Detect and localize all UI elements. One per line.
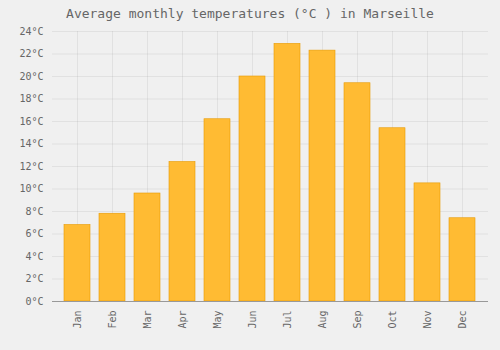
svg-text:22°C: 22°C [19,48,43,59]
svg-text:May: May [212,311,223,329]
svg-text:Jan: Jan [72,311,83,329]
svg-text:Dec: Dec [457,311,468,329]
svg-text:Aug: Aug [317,311,328,329]
svg-text:Nov: Nov [422,311,433,329]
svg-text:6°C: 6°C [25,228,43,239]
svg-text:0°C: 0°C [25,296,43,307]
svg-text:18°C: 18°C [19,93,43,104]
svg-text:2°C: 2°C [25,273,43,284]
svg-text:14°C: 14°C [19,138,43,149]
svg-text:Sep: Sep [352,311,363,329]
svg-text:Jul: Jul [282,311,293,329]
svg-text:8°C: 8°C [25,206,43,217]
svg-text:24°C: 24°C [19,26,43,37]
svg-text:16°C: 16°C [19,116,43,127]
svg-text:Apr: Apr [177,311,188,329]
svg-text:20°C: 20°C [19,71,43,82]
svg-text:Jun: Jun [247,311,258,329]
svg-text:12°C: 12°C [19,161,43,172]
svg-text:Mar: Mar [142,311,153,329]
html-text:Average monthly temperatures (: Average monthly temperatures (°C ) in Ma… [66,6,434,21]
svg-text:10°C: 10°C [19,183,43,194]
svg-text:Oct: Oct [387,311,398,329]
svg-text:4°C: 4°C [25,251,43,262]
svg-text:Feb: Feb [107,311,118,329]
